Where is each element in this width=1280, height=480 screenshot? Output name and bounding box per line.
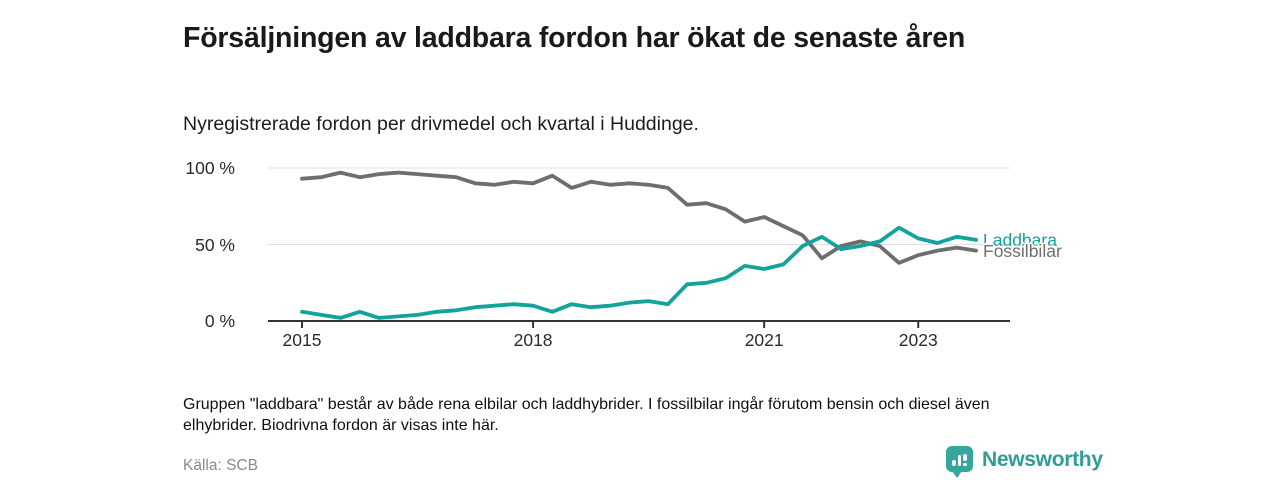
source-attribution: Källa: SCB	[183, 457, 258, 474]
x-tick-marks	[301, 321, 920, 328]
chart-svg	[268, 167, 1010, 328]
x-tick-label: 2023	[898, 330, 938, 350]
chart-subtitle: Nyregistrerade fordon per drivmedel och …	[183, 112, 699, 135]
page-title: Försäljningen av laddbara fordon har öka…	[183, 22, 966, 55]
y-tick-label: 0 %	[204, 311, 235, 331]
series-line-fossilbilar	[300, 170, 978, 265]
brand-name: Newsworthy	[982, 448, 1103, 471]
series-label-laddbara: Laddbara	[983, 229, 1057, 250]
x-tick-label: 2018	[513, 330, 553, 350]
series-label-fossilbilar: Fossilbilar	[983, 240, 1062, 261]
chart-footnote: Gruppen "laddbara" består av både rena e…	[183, 396, 990, 434]
bar-chart-speech-bubble-icon	[946, 446, 973, 478]
x-tick-label: 2021	[744, 330, 784, 350]
y-tick-label: 100 %	[185, 158, 235, 178]
y-tick-label: 50 %	[195, 234, 235, 255]
x-tick-label: 2015	[282, 330, 322, 350]
newsworthy-brand: Newsworthy	[946, 446, 1103, 478]
series-line-laddbara	[300, 225, 978, 320]
